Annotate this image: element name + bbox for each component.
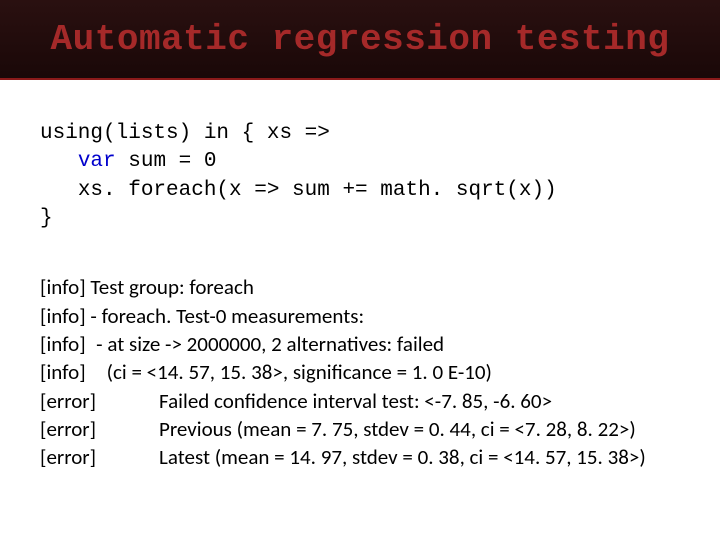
output-text: Failed confidence interval test: <-7. 85… — [159, 388, 552, 414]
output-text: Previous (mean = 7. 75, stdev = 0. 44, c… — [159, 416, 636, 442]
code-block: using(lists) in { xs => var sum = 0 xs. … — [40, 120, 684, 233]
output-line-6: [error] Previous (mean = 7. 75, stdev = 0… — [40, 415, 684, 443]
output-line-5: [error] Failed confidence interval test: … — [40, 387, 684, 415]
output-tag: [info] — [40, 359, 86, 385]
output-tag: [error] — [40, 444, 96, 470]
code-line-4: } — [40, 207, 53, 230]
output-line-2: [info] - foreach. Test-0 measurements: — [40, 302, 684, 330]
output-text: - at size -> 2000000, 2 alternatives: fa… — [96, 331, 444, 357]
code-line-2-rest: sum = 0 — [128, 150, 216, 173]
code-line-1: using(lists) in { xs => — [40, 122, 330, 145]
code-line-3: xs. foreach(x => sum += math. sqrt(x)) — [78, 179, 557, 202]
code-keyword-var: var — [78, 150, 116, 173]
output-tag: [info] — [40, 331, 86, 357]
output-text: Latest (mean = 14. 97, stdev = 0. 38, ci… — [159, 444, 646, 470]
output-tag: [error] — [40, 416, 96, 442]
slide-content: using(lists) in { xs => var sum = 0 xs. … — [0, 80, 720, 472]
output-text: (ci = <14. 57, 15. 38>, significance = 1… — [107, 359, 492, 385]
output-line-7: [error] Latest (mean = 14. 97, stdev = 0.… — [40, 443, 684, 471]
output-line-3: [info] - at size -> 2000000, 2 alternativ… — [40, 330, 684, 358]
output-block: [info] Test group: foreach [info] - fore… — [40, 273, 684, 471]
title-bar: Automatic regression testing — [0, 0, 720, 80]
output-tag: [error] — [40, 388, 96, 414]
output-line-4: [info] (ci = <14. 57, 15. 38>, significan… — [40, 358, 684, 386]
slide-title: Automatic regression testing — [51, 19, 670, 60]
output-line-1: [info] Test group: foreach — [40, 273, 684, 301]
slide: Automatic regression testing using(lists… — [0, 0, 720, 540]
